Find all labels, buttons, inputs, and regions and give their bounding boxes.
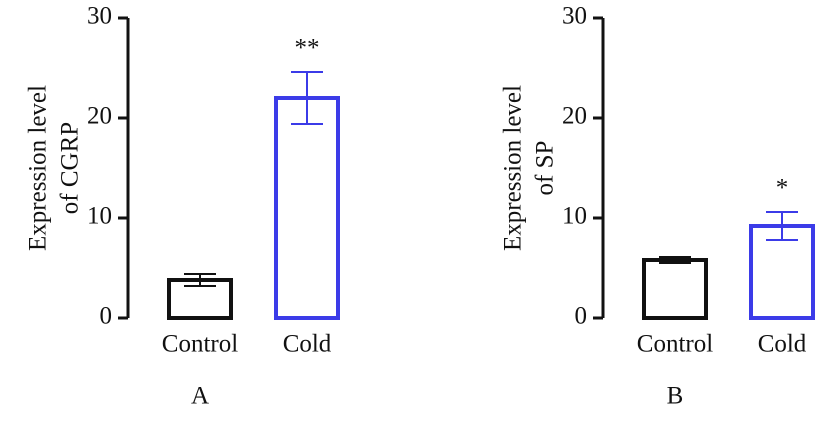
y-axis-label: of SP	[532, 141, 559, 196]
bar	[274, 96, 340, 320]
y-tick-label: 10	[562, 203, 587, 230]
y-axis-label: of CGRP	[57, 122, 84, 214]
y-tick-label: 10	[87, 203, 112, 230]
y-tick-label: 30	[87, 3, 112, 30]
error-bar	[291, 71, 323, 125]
bar	[642, 258, 708, 320]
x-tick-label: Cold	[283, 331, 332, 358]
y-tick-label: 0	[575, 303, 588, 330]
error-bar	[184, 273, 216, 287]
y-axis-label: Expression level	[25, 85, 52, 251]
y-tick-label: 20	[87, 103, 112, 130]
y-tick-label: 0	[100, 303, 113, 330]
panel-label: B	[667, 383, 684, 410]
significance-label: *	[776, 175, 789, 202]
significance-label: **	[295, 35, 320, 62]
y-tick-label: 20	[562, 103, 587, 130]
x-tick-label: Cold	[758, 331, 807, 358]
error-bar	[766, 211, 798, 241]
x-tick-label: Control	[162, 331, 238, 358]
y-axis-label: Expression level	[500, 85, 527, 251]
y-tick-label: 30	[562, 3, 587, 30]
error-bar	[659, 256, 691, 264]
panel-label: A	[191, 383, 209, 410]
x-tick-label: Control	[637, 331, 713, 358]
